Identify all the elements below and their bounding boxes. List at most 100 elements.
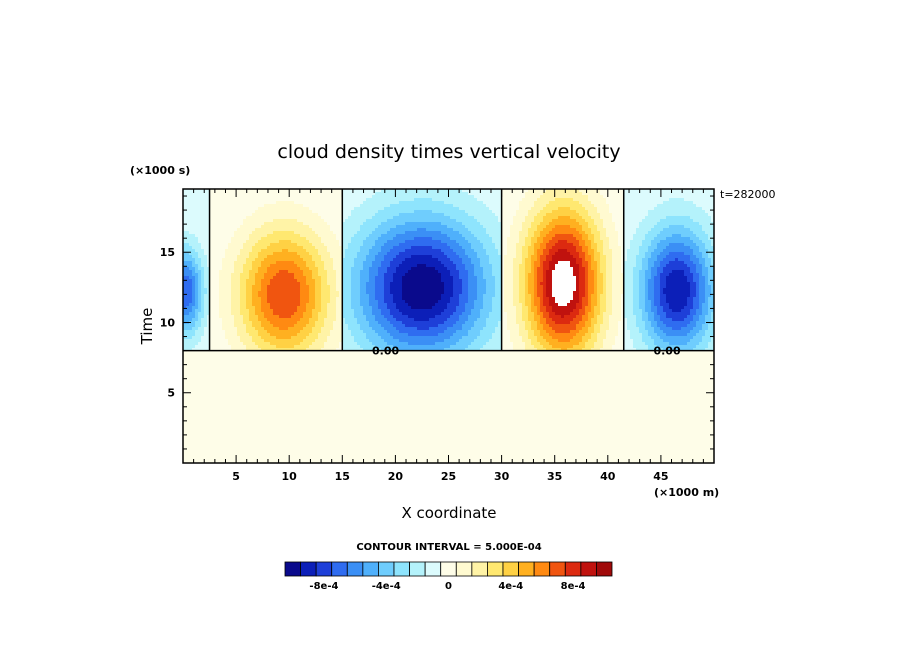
heatmap-cell — [321, 219, 325, 223]
heatmap-cell — [369, 198, 373, 202]
heatmap-cell — [525, 234, 529, 238]
heatmap-cell — [387, 213, 391, 217]
heatmap-cell — [330, 228, 334, 232]
heatmap-cell — [246, 258, 250, 262]
heatmap-cell — [315, 201, 319, 205]
heatmap-cell — [417, 261, 421, 265]
heatmap-cell — [564, 204, 568, 208]
heatmap-cell — [372, 216, 376, 220]
heatmap-cell — [474, 213, 478, 217]
heatmap-cell — [336, 210, 340, 214]
heatmap-cell — [552, 252, 556, 256]
heatmap-cell — [477, 240, 481, 244]
heatmap-cell — [498, 195, 502, 199]
heatmap-cell — [243, 207, 247, 211]
heatmap-cell — [213, 240, 217, 244]
heatmap-cell — [318, 192, 322, 196]
heatmap-cell — [360, 219, 364, 223]
heatmap-cell — [600, 228, 604, 232]
heatmap-cell — [384, 201, 388, 205]
heatmap-cell — [309, 240, 313, 244]
heatmap-cell — [369, 252, 373, 256]
heatmap-cell — [318, 210, 322, 214]
heatmap-cell — [483, 234, 487, 238]
heatmap-cell — [675, 231, 679, 235]
heatmap-cell — [711, 234, 714, 238]
heatmap-cell — [648, 255, 652, 259]
heatmap-cell — [363, 204, 367, 208]
heatmap-cell — [561, 198, 565, 202]
heatmap-cell — [489, 219, 493, 223]
heatmap-cell — [309, 204, 313, 208]
heatmap-cell — [630, 258, 634, 262]
heatmap-cell — [204, 207, 208, 211]
heatmap-cell — [438, 189, 442, 193]
heatmap-cell — [498, 258, 502, 262]
heatmap-cell — [333, 204, 337, 208]
heatmap-cell — [693, 234, 697, 238]
heatmap-cell — [423, 207, 427, 211]
heatmap-cell — [399, 231, 403, 235]
heatmap-cell — [660, 246, 664, 250]
heatmap-cell — [444, 189, 448, 193]
heatmap-cell — [471, 261, 475, 265]
heatmap-cell — [297, 255, 301, 259]
heatmap-cell — [588, 240, 592, 244]
heatmap-cell — [534, 198, 538, 202]
heatmap-cell — [552, 255, 556, 259]
heatmap-cell — [276, 240, 280, 244]
heatmap-cell — [240, 225, 244, 229]
heatmap-cell — [618, 228, 622, 232]
heatmap-cell — [678, 192, 682, 196]
heatmap-cell — [264, 273, 268, 277]
heatmap-cell — [363, 210, 367, 214]
heatmap-cell — [204, 243, 208, 247]
heatmap-cell — [699, 213, 703, 217]
heatmap-cell — [249, 204, 253, 208]
heatmap-cell — [690, 237, 694, 241]
heatmap-cell — [330, 192, 334, 196]
heatmap-cell — [555, 267, 559, 271]
heatmap-cell — [465, 222, 469, 226]
heatmap-cell — [198, 228, 202, 232]
heatmap-cell — [597, 264, 601, 268]
heatmap-cell — [648, 240, 652, 244]
heatmap-cell — [678, 228, 682, 232]
heatmap-cell — [210, 225, 214, 229]
heatmap-cell — [528, 255, 532, 259]
heatmap-cell — [531, 267, 535, 271]
heatmap-cell — [672, 192, 676, 196]
heatmap-cell — [642, 210, 646, 214]
heatmap-cell — [663, 201, 667, 205]
heatmap-cell — [492, 264, 496, 268]
heatmap-cell — [342, 219, 346, 223]
heatmap-cell — [402, 255, 406, 259]
heatmap-cell — [576, 240, 580, 244]
heatmap-cell — [243, 273, 247, 277]
heatmap-cell — [648, 246, 652, 250]
heatmap-cell — [261, 246, 265, 250]
heatmap-cell — [240, 249, 244, 253]
heatmap-cell — [537, 246, 541, 250]
heatmap-cell — [615, 231, 619, 235]
heatmap-cell — [357, 198, 361, 202]
heatmap-cell — [609, 267, 613, 271]
heatmap-cell — [468, 225, 472, 229]
heatmap-cell — [378, 228, 382, 232]
heatmap-cell — [429, 270, 433, 274]
heatmap-cell — [492, 198, 496, 202]
heatmap-cell — [189, 234, 193, 238]
heatmap-cell — [654, 228, 658, 232]
heatmap-cell — [402, 231, 406, 235]
heatmap-cell — [534, 213, 538, 217]
heatmap-cell — [321, 192, 325, 196]
heatmap-cell — [684, 207, 688, 211]
heatmap-cell — [441, 237, 445, 241]
heatmap-cell — [504, 213, 508, 217]
heatmap-cell — [498, 198, 502, 202]
heatmap-cell — [675, 234, 679, 238]
heatmap-cell — [633, 267, 637, 271]
heatmap-cell — [366, 216, 370, 220]
heatmap-cell — [690, 195, 694, 199]
heatmap-cell — [456, 237, 460, 241]
